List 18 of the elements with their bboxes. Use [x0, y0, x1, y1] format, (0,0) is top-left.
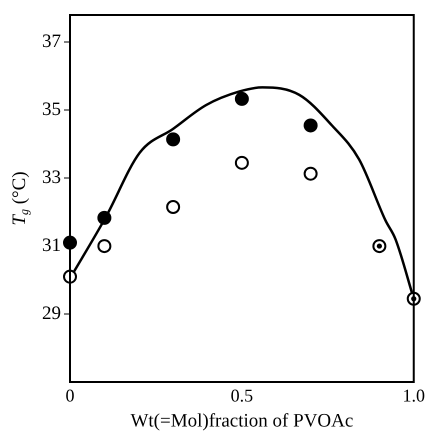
y-tick-label: 31 [42, 235, 61, 256]
point [304, 166, 318, 181]
y-tick-label: 37 [42, 31, 61, 52]
point [166, 132, 180, 146]
x-tick-label: 0 [66, 386, 74, 406]
y-tick-label: 35 [42, 99, 61, 120]
point [166, 200, 180, 214]
point [304, 118, 318, 132]
x-tick-label: 0.5 [230, 386, 254, 406]
point [234, 92, 249, 106]
x-axis-title: Wt(=Mol)fraction of PVOAc [130, 410, 354, 432]
point [234, 156, 249, 170]
y-tick-label: 29 [42, 303, 61, 324]
y-axis-title: Tg (°C) [8, 171, 32, 226]
y-tick-label: 33 [42, 167, 61, 188]
point [97, 210, 112, 225]
x-tick-label: 1.0 [402, 386, 425, 406]
point [97, 239, 112, 254]
